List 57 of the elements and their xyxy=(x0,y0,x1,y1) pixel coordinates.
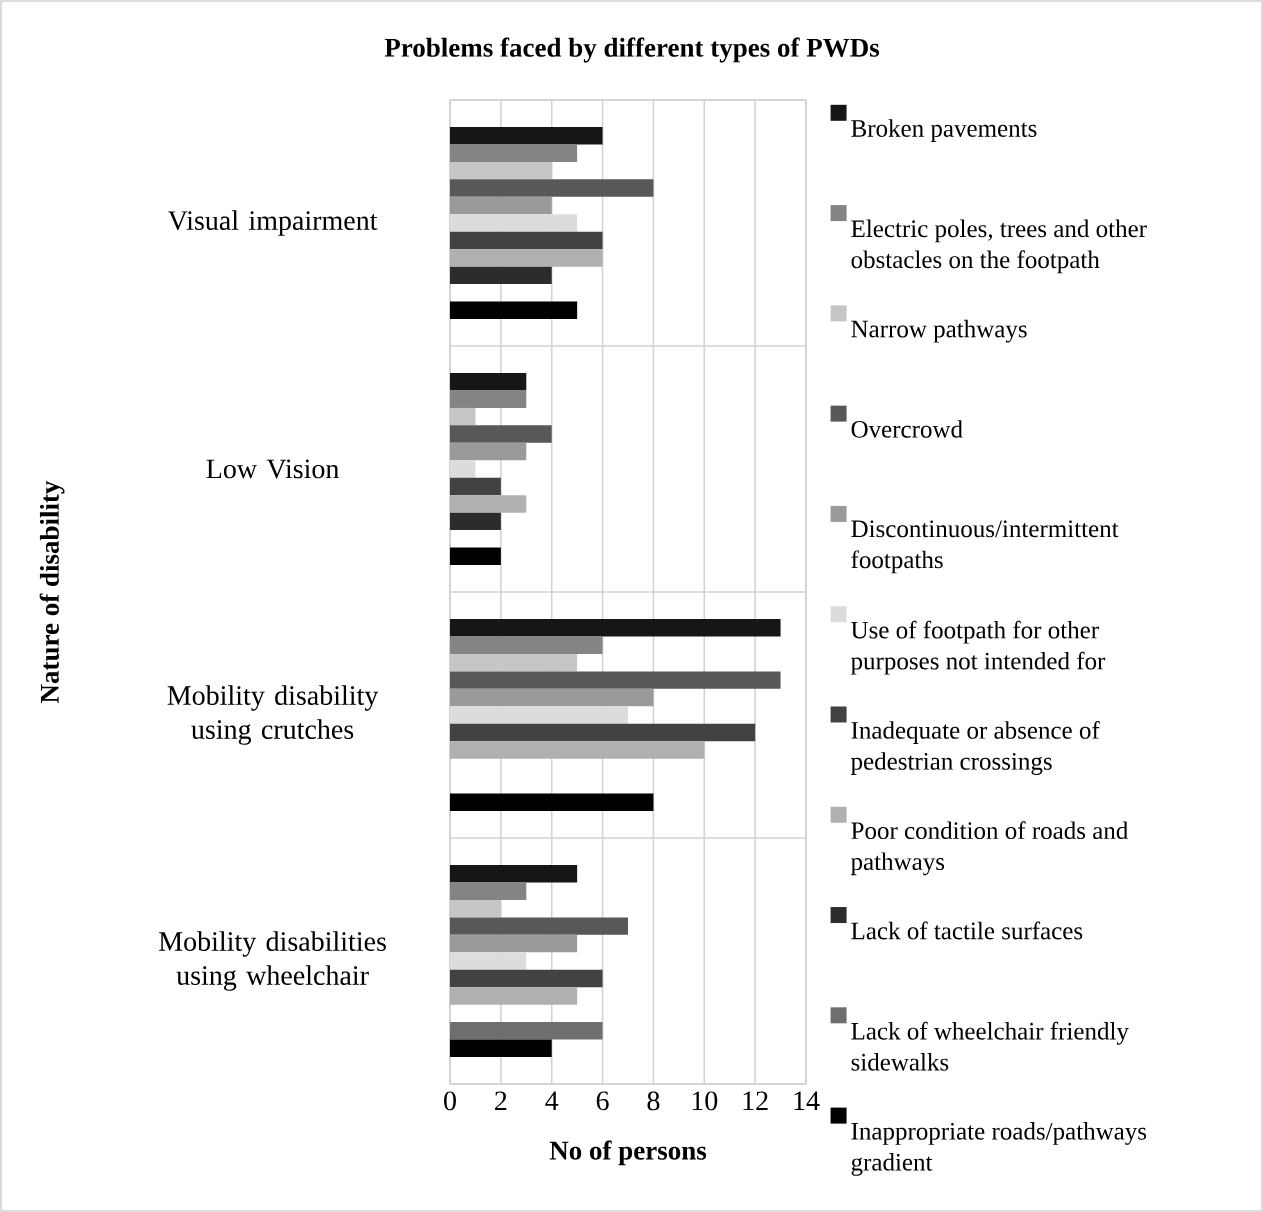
bar xyxy=(450,144,578,162)
y-tick-label: Visual impairment xyxy=(167,210,378,236)
y-tick-label: Mobility disabilities using wheelchair xyxy=(159,931,386,991)
bar xyxy=(450,266,552,285)
x-tick-label: 12 xyxy=(743,1091,768,1110)
bar xyxy=(450,1039,552,1058)
bar xyxy=(450,619,781,637)
bar xyxy=(450,793,654,812)
bar xyxy=(450,547,501,566)
bar xyxy=(450,1022,603,1040)
bar xyxy=(450,442,527,461)
bar xyxy=(450,917,628,935)
x-tick-label: 8 xyxy=(647,1091,660,1111)
bar xyxy=(450,969,603,988)
bar xyxy=(450,390,527,408)
bar xyxy=(450,179,654,197)
legend-label: Poor condition of roads and pathways xyxy=(850,821,1128,876)
legend-label: Overcrowd xyxy=(851,420,963,438)
bar xyxy=(450,723,756,742)
x-axis-title: No of persons xyxy=(549,1140,707,1166)
legend-label: Inappropriate roads/pathways gradient xyxy=(851,1122,1147,1176)
x-tick-label: 0 xyxy=(444,1091,456,1111)
legend-label: Lack of wheelchair friendly sidewalks xyxy=(851,1021,1129,1071)
bar xyxy=(450,688,654,707)
legend-label: Discontinuous/intermittent footpaths xyxy=(851,520,1119,574)
bar xyxy=(450,741,705,759)
x-tick-label: 6 xyxy=(596,1091,609,1111)
bar xyxy=(450,882,527,900)
bar xyxy=(450,425,552,443)
x-tick-label: 2 xyxy=(495,1091,507,1110)
bar xyxy=(450,512,501,531)
bar xyxy=(450,987,578,1005)
bar xyxy=(450,196,552,215)
chart-title: Problems faced by different types of PWDs xyxy=(384,37,880,63)
x-tick-label: 10 xyxy=(692,1091,718,1111)
legend-label: Inadequate or absence of pedestrian crossings xyxy=(850,720,1100,775)
legend-label: Lack of tactile surfaces xyxy=(851,921,1083,940)
legend-label: Broken pavements xyxy=(851,119,1037,142)
x-tick-label: 14 xyxy=(794,1091,820,1110)
legend-label: Narrow pathways xyxy=(851,319,1027,343)
bar xyxy=(450,495,527,513)
bar xyxy=(450,249,603,267)
legend-label: Electric poles, trees and other obstacles on the footpath xyxy=(851,219,1147,274)
y-tick-label: Mobility disability using crutches xyxy=(167,685,379,745)
bar xyxy=(450,477,501,496)
bar xyxy=(450,301,578,320)
legend-label: Use of footpath for other purposes not intended for xyxy=(850,620,1106,675)
bar xyxy=(450,231,603,250)
bar xyxy=(450,636,603,654)
x-tick-label: 4 xyxy=(545,1091,559,1110)
bar xyxy=(450,373,527,391)
y-axis-title: Nature of disability xyxy=(39,480,65,704)
y-tick-label: Low Vision xyxy=(206,459,339,479)
bar xyxy=(450,865,578,883)
bar xyxy=(450,127,603,145)
bar xyxy=(450,671,781,689)
bar xyxy=(450,934,578,953)
